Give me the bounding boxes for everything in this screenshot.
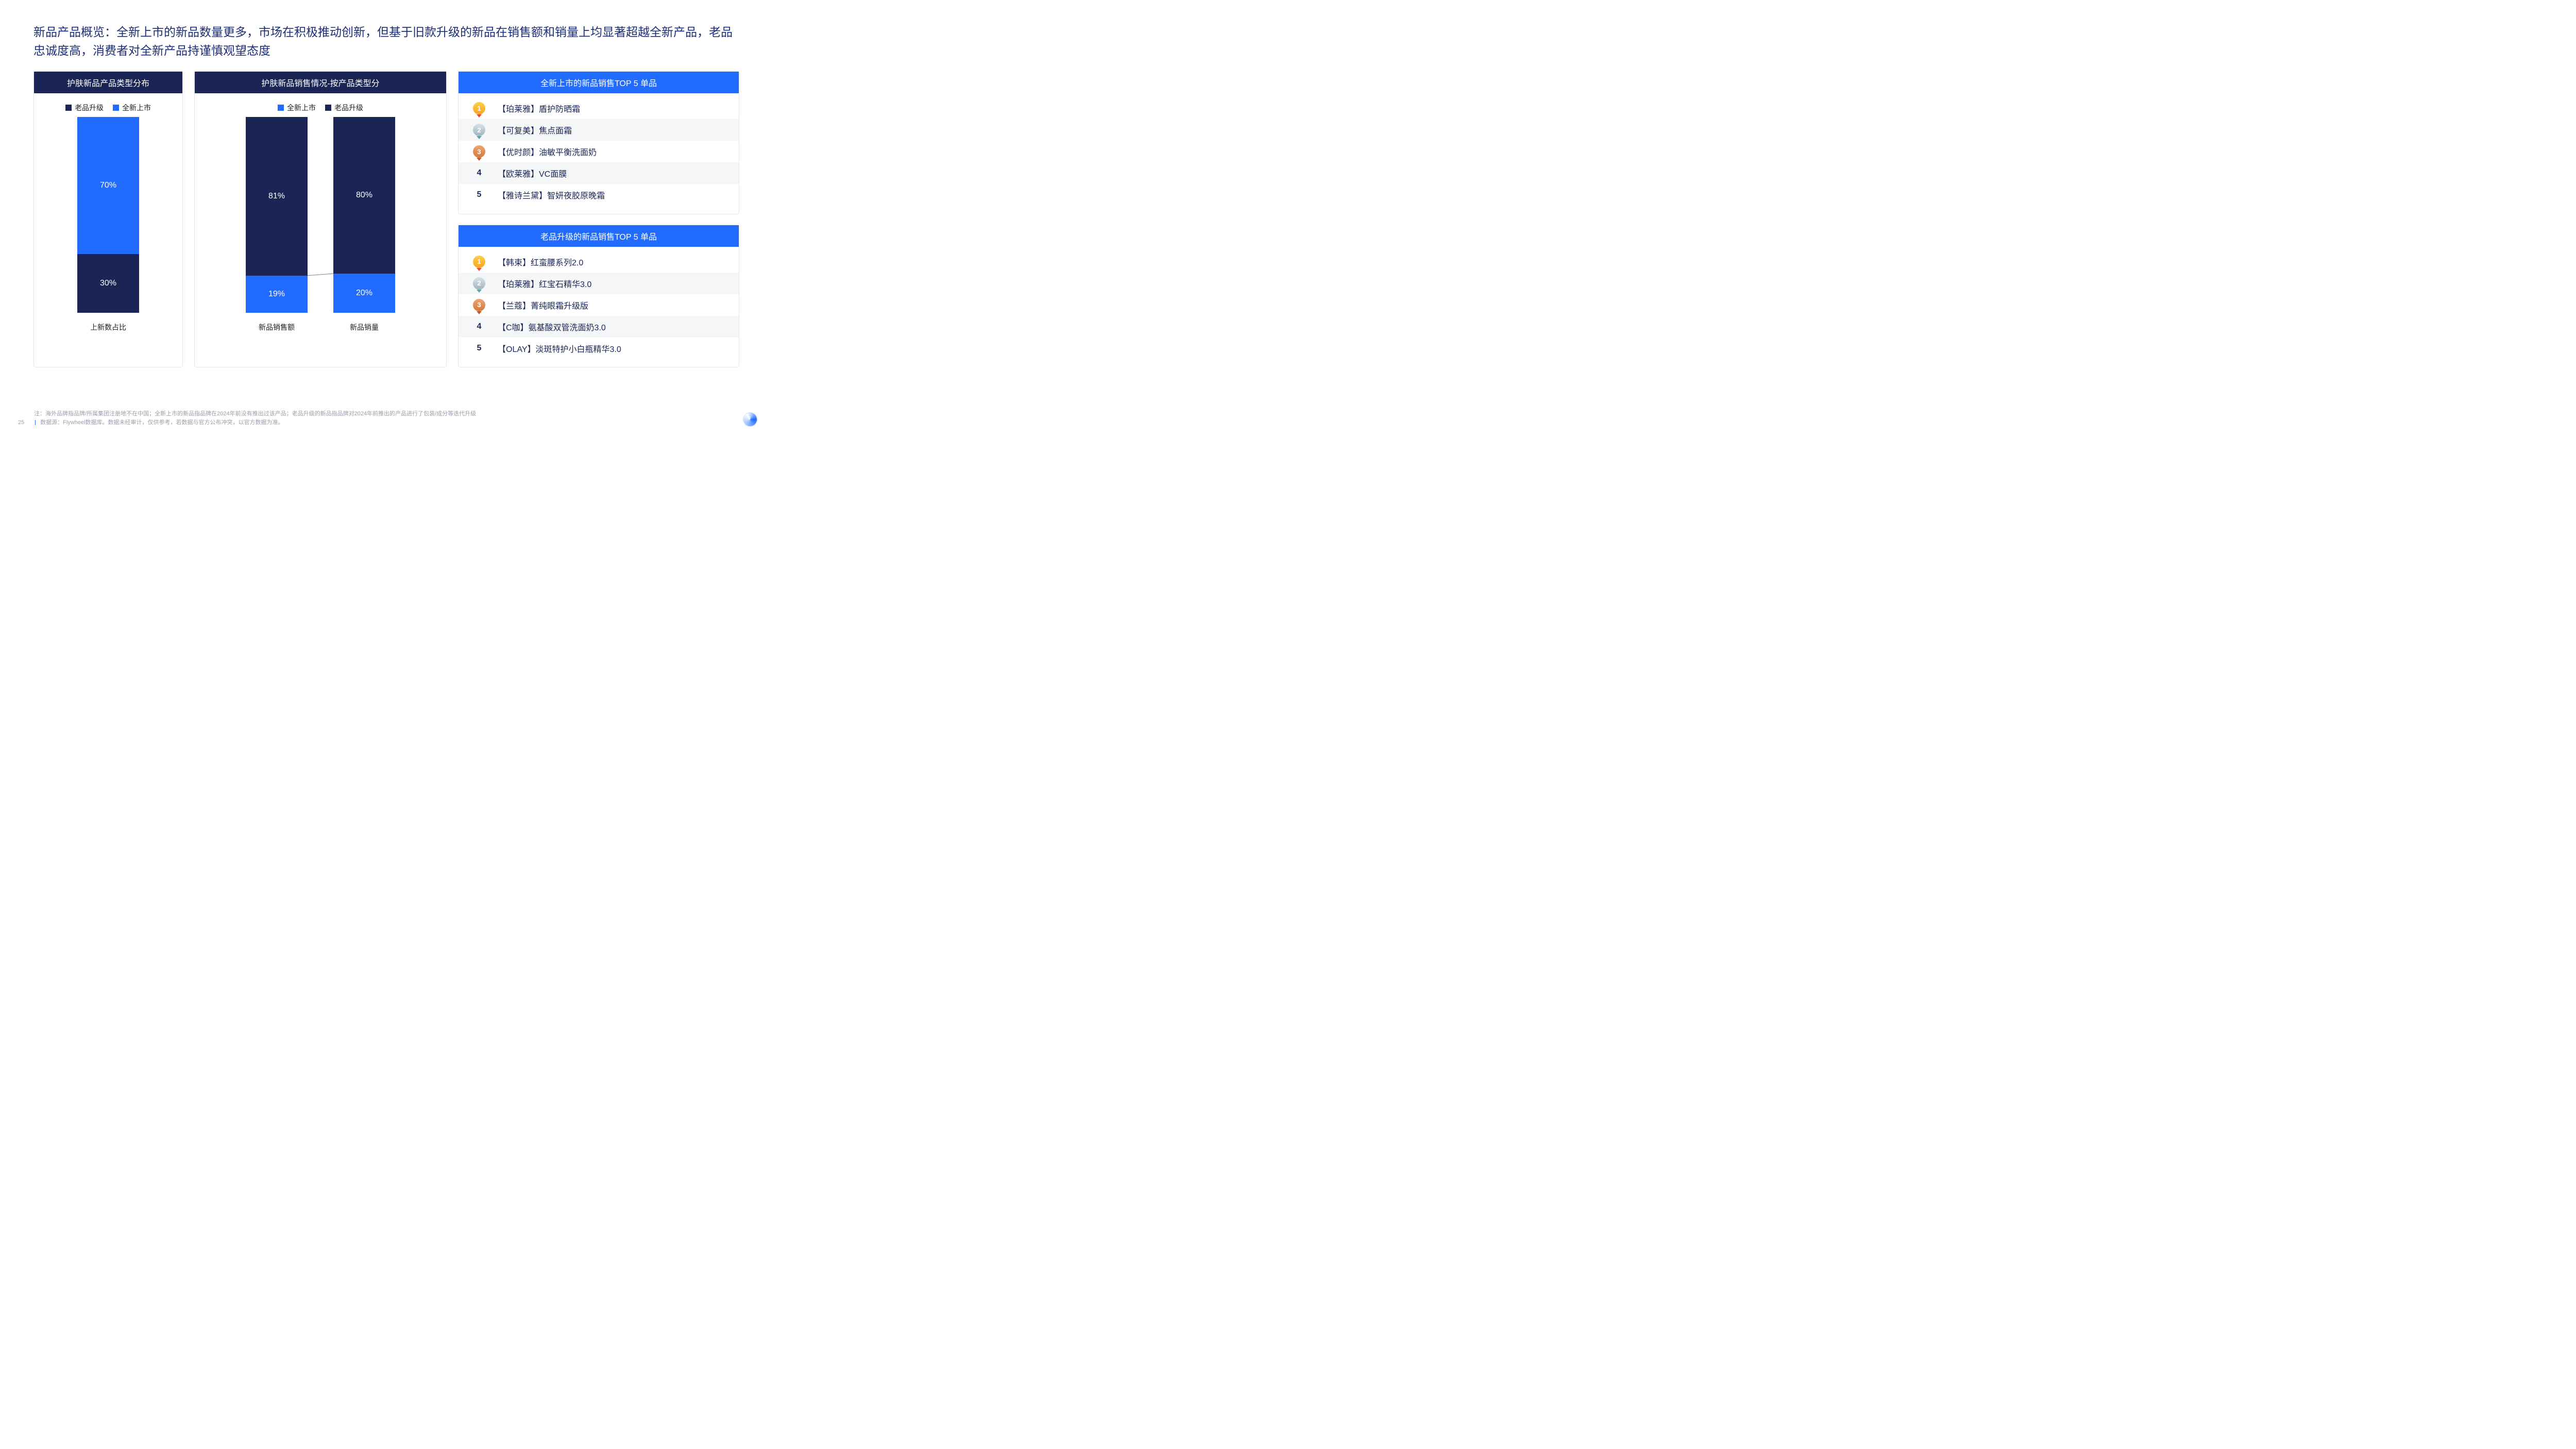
stacked-bar: 80% 20% bbox=[333, 117, 395, 313]
rank-row: 1 【韩束】红蛮腰系列2.0 bbox=[459, 251, 739, 273]
bar-segment-top: 80% bbox=[333, 117, 395, 274]
rank-row: 2 【可复美】焦点面霜 bbox=[459, 119, 739, 141]
rank-list: 1 【韩束】红蛮腰系列2.0 2 【珀莱雅】红宝石精华3.0 3 【兰蔻】菁纯眼霜升级版 4… bbox=[459, 247, 739, 363]
bar-segment-bottom: 20% bbox=[333, 274, 395, 313]
divider bbox=[35, 420, 36, 425]
right-column: 全新上市的新品销售TOP 5 单品 1 【珀莱雅】盾护防晒霜 2 【可复美】焦点面霜 3… bbox=[458, 71, 739, 367]
footer-source: 数据源：Flywheel数据库。数据未经审计，仅供参考，若数据与官方公布冲突，以… bbox=[40, 419, 283, 426]
stacked-bar: 81% 19% bbox=[246, 117, 308, 313]
bar-segment-top: 81% bbox=[246, 117, 308, 276]
x-axis-label: 上新数占比 bbox=[44, 313, 172, 336]
rank-number: 4 bbox=[469, 169, 489, 178]
legend-swatch bbox=[65, 105, 72, 111]
content-row: 护肤新品产品类型分布 老品升级 全新上市 70% 30% bbox=[33, 71, 739, 367]
medal-icon: 2 bbox=[473, 124, 485, 136]
rank-number: 1 bbox=[469, 102, 489, 114]
page-number: 25 bbox=[18, 418, 30, 427]
left-chart-area: 70% 30% 上新数占比 bbox=[34, 117, 182, 367]
top-upgrade-panel: 老品升级的新品销售TOP 5 单品 1 【韩束】红蛮腰系列2.0 2 【珀莱雅】红宝石… bbox=[458, 225, 739, 368]
rank-row: 3 【兰蔻】菁纯眼霜升级版 bbox=[459, 294, 739, 316]
legend-label: 全新上市 bbox=[122, 103, 151, 113]
rank-row: 5【OLAY】淡斑特护小白瓶精华3.0 bbox=[459, 338, 739, 359]
top-new-panel: 全新上市的新品销售TOP 5 单品 1 【珀莱雅】盾护防晒霜 2 【可复美】焦点面霜 3… bbox=[458, 71, 739, 214]
rank-item-label: 【C咖】氨基酸双管洗面奶3.0 bbox=[489, 321, 728, 333]
medal-icon: 3 bbox=[473, 145, 485, 158]
rank-item-label: 【珀莱雅】红宝石精华3.0 bbox=[489, 277, 728, 290]
legend-label: 老品升级 bbox=[75, 103, 104, 113]
flywheel-logo-icon bbox=[743, 412, 757, 427]
legend-item: 全新上市 bbox=[113, 103, 151, 113]
rank-number: 3 bbox=[469, 299, 489, 311]
rank-item-label: 【OLAY】淡斑特护小白瓶精华3.0 bbox=[489, 342, 728, 355]
center-chart-header: 护肤新品销售情况-按产品类型分 bbox=[195, 72, 446, 93]
rank-number: 5 bbox=[469, 190, 489, 199]
footer-note: 注：海外品牌指品牌/所属集团注册地不在中国；全新上市的新品指品牌在2024年前没… bbox=[34, 411, 476, 417]
center-chart-panel: 护肤新品销售情况-按产品类型分 全新上市 老品升级 81% 19% bbox=[194, 71, 447, 367]
rank-item-label: 【珀莱雅】盾护防晒霜 bbox=[489, 102, 728, 114]
medal-icon: 3 bbox=[473, 299, 485, 311]
rank-number: 2 bbox=[469, 124, 489, 136]
rank-number: 3 bbox=[469, 145, 489, 158]
center-chart-legend: 全新上市 老品升级 bbox=[195, 93, 446, 117]
bar-segment-bottom: 19% bbox=[246, 276, 308, 313]
rank-list: 1 【珀莱雅】盾护防晒霜 2 【可复美】焦点面霜 3 【优时颜】油敏平衡洗面奶 4【欧莱雅】… bbox=[459, 93, 739, 210]
rank-row: 2 【珀莱雅】红宝石精华3.0 bbox=[459, 273, 739, 294]
legend-label: 老品升级 bbox=[334, 103, 363, 113]
rank-number: 5 bbox=[469, 344, 489, 353]
rank-number: 2 bbox=[469, 277, 489, 290]
top-upgrade-header: 老品升级的新品销售TOP 5 单品 bbox=[459, 225, 739, 247]
connector-line bbox=[205, 117, 436, 313]
rank-item-label: 【欧莱雅】VC面膜 bbox=[489, 167, 728, 179]
footer: 注：海外品牌指品牌/所属集团注册地不在中国；全新上市的新品指品牌在2024年前没… bbox=[18, 410, 739, 427]
rank-item-label: 【优时颜】油敏平衡洗面奶 bbox=[489, 145, 728, 158]
left-chart-panel: 护肤新品产品类型分布 老品升级 全新上市 70% 30% bbox=[33, 71, 183, 367]
x-axis-label: 新品销量 bbox=[333, 322, 395, 332]
bar-segment-bottom: 30% bbox=[77, 254, 139, 313]
x-axis-label: 新品销售额 bbox=[246, 322, 308, 332]
rank-row: 5【雅诗兰黛】智妍夜胶原晚霜 bbox=[459, 184, 739, 206]
rank-item-label: 【雅诗兰黛】智妍夜胶原晚霜 bbox=[489, 189, 728, 201]
page-title: 新品产品概览：全新上市的新品数量更多，市场在积极推动创新，但基于旧款升级的新品在… bbox=[33, 23, 739, 60]
top-new-header: 全新上市的新品销售TOP 5 单品 bbox=[459, 72, 739, 93]
legend-item: 全新上市 bbox=[278, 103, 316, 113]
rank-number: 1 bbox=[469, 256, 489, 268]
center-chart-area: 81% 19% 80% 20% 新品销售额 新品销量 bbox=[195, 117, 446, 367]
legend-label: 全新上市 bbox=[287, 103, 316, 113]
rank-item-label: 【可复美】焦点面霜 bbox=[489, 124, 728, 136]
legend-swatch bbox=[278, 105, 284, 111]
medal-icon: 1 bbox=[473, 102, 485, 114]
legend-item: 老品升级 bbox=[65, 103, 104, 113]
rank-number: 4 bbox=[469, 322, 489, 331]
rank-item-label: 【兰蔻】菁纯眼霜升级版 bbox=[489, 299, 728, 311]
bar-segment-top: 70% bbox=[77, 117, 139, 254]
legend-swatch bbox=[113, 105, 119, 111]
rank-row: 4【C咖】氨基酸双管洗面奶3.0 bbox=[459, 316, 739, 338]
rank-item-label: 【韩束】红蛮腰系列2.0 bbox=[489, 256, 728, 268]
rank-row: 1 【珀莱雅】盾护防晒霜 bbox=[459, 97, 739, 119]
legend-item: 老品升级 bbox=[325, 103, 363, 113]
left-chart-legend: 老品升级 全新上市 bbox=[34, 93, 182, 117]
left-chart-header: 护肤新品产品类型分布 bbox=[34, 72, 182, 93]
rank-row: 4【欧莱雅】VC面膜 bbox=[459, 162, 739, 184]
medal-icon: 1 bbox=[473, 256, 485, 268]
stacked-bar: 70% 30% bbox=[77, 117, 139, 313]
rank-row: 3 【优时颜】油敏平衡洗面奶 bbox=[459, 141, 739, 162]
legend-swatch bbox=[325, 105, 331, 111]
medal-icon: 2 bbox=[473, 277, 485, 290]
